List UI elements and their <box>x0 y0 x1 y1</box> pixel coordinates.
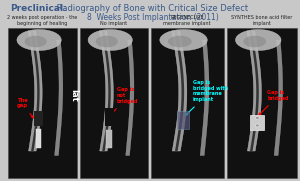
Text: Preclinical:: Preclinical: <box>10 4 67 13</box>
Polygon shape <box>274 40 283 155</box>
Text: SYNTHES bone acid filter
implant: SYNTHES bone acid filter implant <box>231 15 292 26</box>
Polygon shape <box>175 31 184 151</box>
Ellipse shape <box>88 30 132 50</box>
Polygon shape <box>200 40 209 155</box>
Bar <box>177 110 189 129</box>
Bar <box>151 28 224 178</box>
Bar <box>250 115 264 130</box>
Ellipse shape <box>17 30 61 50</box>
Text: 2 weeks post operation - the
beginning of healing: 2 weeks post operation - the beginning o… <box>8 15 78 26</box>
Ellipse shape <box>25 36 47 47</box>
Polygon shape <box>126 40 134 155</box>
Bar <box>227 28 297 178</box>
Text: No implant: No implant <box>100 21 127 26</box>
Ellipse shape <box>160 30 207 50</box>
Bar <box>80 28 148 178</box>
Bar <box>106 130 112 148</box>
Text: Gap is
not
bridged: Gap is not bridged <box>111 87 138 115</box>
Ellipse shape <box>256 124 259 127</box>
Ellipse shape <box>256 117 259 119</box>
Polygon shape <box>99 31 113 151</box>
Text: Gap is
bridged: Gap is bridged <box>259 90 289 115</box>
Ellipse shape <box>168 36 192 47</box>
Text: 8  Weeks Post Implantation (2011): 8 Weeks Post Implantation (2011) <box>87 13 218 22</box>
Text: The
gap: The gap <box>16 98 33 118</box>
Polygon shape <box>102 31 111 151</box>
Polygon shape <box>250 31 259 151</box>
Ellipse shape <box>96 36 118 47</box>
Bar <box>8 28 77 178</box>
Bar <box>34 110 43 125</box>
Text: Gap is
bridged with
membrane
implant: Gap is bridged with membrane implant <box>186 80 228 115</box>
Polygon shape <box>28 31 42 151</box>
Text: Radiography of Bone with Critical Size Defect: Radiography of Bone with Critical Size D… <box>54 4 248 13</box>
Text: REGENECURE
membrane implant: REGENECURE membrane implant <box>164 15 211 26</box>
Polygon shape <box>172 31 187 151</box>
Polygon shape <box>31 31 40 151</box>
Bar <box>105 108 114 125</box>
Polygon shape <box>55 40 63 155</box>
Bar <box>36 129 41 148</box>
Ellipse shape <box>236 30 281 50</box>
Text: lat: lat <box>69 89 78 102</box>
Ellipse shape <box>243 36 266 47</box>
Polygon shape <box>247 31 261 151</box>
